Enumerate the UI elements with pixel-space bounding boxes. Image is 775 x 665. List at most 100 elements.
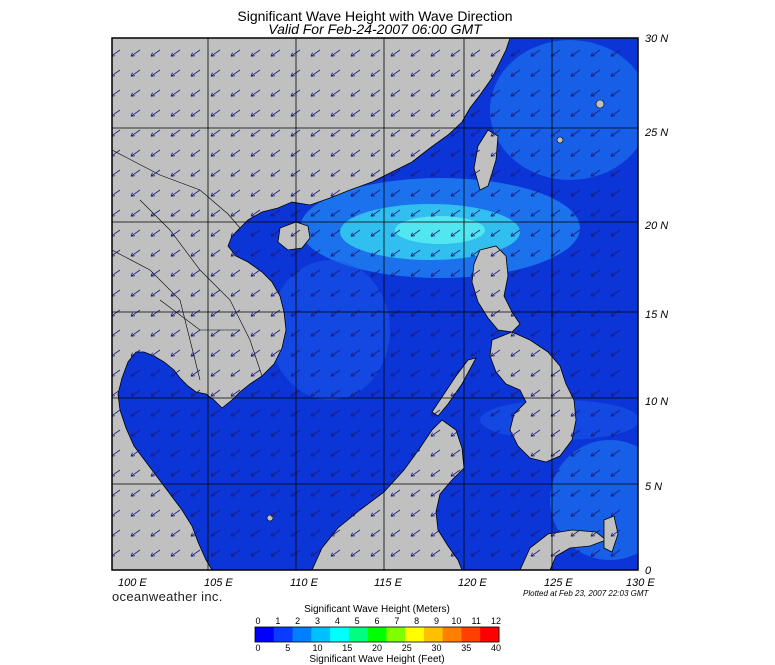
wave-arrow [370,49,381,57]
wave-arrow [370,89,381,97]
wave-arrow [530,89,541,97]
wave-arrow [490,329,501,337]
wave-arrow [450,69,461,77]
wave-arrow [390,369,401,377]
wave-arrow [190,49,201,57]
wave-arrow [530,469,541,477]
wave-arrow [270,289,281,297]
wave-arrow [510,309,521,317]
wave-arrow [610,469,621,477]
wave-arrow [330,269,341,277]
wave-arrow [450,249,461,257]
wave-arrow [530,69,541,77]
wave-arrow [430,69,441,77]
wave-arrow [410,469,421,477]
wave-arrow [350,389,361,397]
wave-arrow [470,389,481,397]
wave-arrow [490,469,501,477]
wave-arrow [350,89,361,97]
colorbar-tick-label: 30 [431,643,442,653]
wave-arrow [390,129,401,137]
wave-arrow [470,349,481,357]
wave-arrow [570,169,581,177]
wave-arrow [490,369,501,377]
wave-arrow [330,449,341,457]
wave-arrow [290,209,301,217]
wave-arrow [130,89,141,97]
wave-arrow [390,309,401,317]
wave-arrow [210,549,221,557]
wave-arrow [470,369,481,377]
wave-arrow [350,449,361,457]
wave-arrow [490,229,501,237]
wave-arrow [330,429,341,437]
wave-arrow [510,209,521,217]
wave-arrow [530,129,541,137]
wave-arrow [150,509,161,517]
plotted-timestamp: Plotted at Feb 23, 2007 22:03 GMT [523,589,649,598]
wave-arrow [150,109,161,117]
wave-arrow [390,69,401,77]
wave-arrow [350,529,361,537]
lon-label: 125 E [544,577,573,589]
wave-arrow [150,349,161,357]
wave-arrow [390,549,401,557]
wave-arrow [150,309,161,317]
wave-arrow [310,249,321,257]
wave-arrow [450,269,461,277]
wave-arrow [190,289,201,297]
wave-arrow [450,449,461,457]
wave-arrow [230,49,241,57]
wave-arrow [430,89,441,97]
wave-arrow [530,429,541,437]
wave-arrow [590,89,601,97]
wave-arrow [610,149,621,157]
wave-arrow [130,489,141,497]
wave-arrow [410,169,421,177]
wave-arrow [350,189,361,197]
wave-arrow [390,169,401,177]
wave-arrow [210,229,221,237]
wave-arrow [350,249,361,257]
wave-arrow [510,529,521,537]
wave-arrow [330,209,341,217]
colorbar-segment [461,627,481,642]
wave-arrow [510,409,521,417]
colorbar-tick-label: 10 [312,643,323,653]
wave-arrow [370,209,381,217]
land-ryukyu-island [556,136,564,144]
wave-arrow [570,349,581,357]
wave-arrow [350,69,361,77]
wave-arrow [230,169,241,177]
wave-arrow [530,529,541,537]
wave-arrow [490,269,501,277]
wave-arrow [510,469,521,477]
wave-arrow [530,509,541,517]
wave-arrow [610,389,621,397]
wave-arrow [590,389,601,397]
wave-arrow [410,529,421,537]
wave-arrow [190,89,201,97]
wave-arrow [590,149,601,157]
wave-arrow [170,189,181,197]
wave-arrow [370,469,381,477]
wave-arrow [270,449,281,457]
wave-arrow [130,509,141,517]
wave-arrow [310,49,321,57]
wave-arrow [430,129,441,137]
wave-arrow [250,169,261,177]
wave-arrow [490,309,501,317]
wave-arrow [590,449,601,457]
wave-arrow [210,489,221,497]
wave-arrow [330,149,341,157]
wave-arrow [450,49,461,57]
wave-arrow [190,429,201,437]
wave-arrow [590,109,601,117]
wave-arrow [330,389,341,397]
wave-arrow [350,269,361,277]
wave-arrow [450,289,461,297]
wave-arrow [530,409,541,417]
wave-arrow [190,329,201,337]
wave-arrow [230,229,241,237]
wave-arrow [230,209,241,217]
